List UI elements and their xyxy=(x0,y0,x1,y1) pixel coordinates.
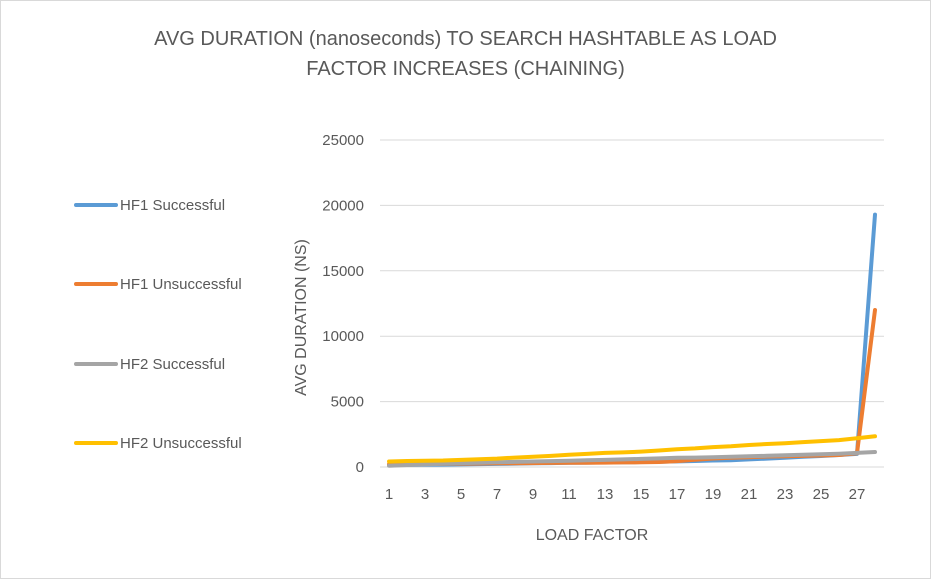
x-tick-label: 13 xyxy=(597,486,614,503)
x-tick-label: 7 xyxy=(493,486,501,503)
chart-title-line-2: FACTOR INCREASES (CHAINING) xyxy=(306,58,625,80)
x-tick-label: 23 xyxy=(777,486,794,503)
y-tick-label: 25000 xyxy=(322,132,364,149)
legend-label-4: HF2 Unsuccessful xyxy=(120,435,242,452)
x-tick-label: 17 xyxy=(669,486,686,503)
legend-label-1: HF1 Successful xyxy=(120,197,225,214)
y-tick-label: 15000 xyxy=(322,263,364,280)
y-axis-title: AVG DURATION (NS) xyxy=(293,239,310,396)
x-tick-label: 21 xyxy=(741,486,758,503)
y-tick-label: 0 xyxy=(356,459,364,476)
chart-title-line-1: AVG DURATION (nanoseconds) TO SEARCH HAS… xyxy=(154,28,777,50)
series-line-hf2-unsuccessful xyxy=(387,434,877,464)
x-tick-label: 27 xyxy=(849,486,866,503)
series-line-hf1-successful xyxy=(387,212,877,467)
x-tick-label: 1 xyxy=(385,486,393,503)
legend-label-2: HF1 Unsuccessful xyxy=(120,276,242,293)
x-tick-label: 19 xyxy=(705,486,722,503)
x-tick-label: 9 xyxy=(529,486,537,503)
x-tick-label: 11 xyxy=(561,486,577,503)
x-axis-title: LOAD FACTOR xyxy=(536,527,649,544)
legend-label-3: HF2 Successful xyxy=(120,356,225,373)
y-tick-label: 20000 xyxy=(322,197,364,214)
chart-title: AVG DURATION (nanoseconds) TO SEARCH HAS… xyxy=(0,24,931,84)
x-tick-label: 25 xyxy=(813,486,830,503)
x-tick-label: 5 xyxy=(457,486,465,503)
x-tick-label: 15 xyxy=(633,486,650,503)
x-tick-label: 3 xyxy=(421,486,429,503)
series-line-hf2-successful xyxy=(387,450,877,468)
y-tick-label: 10000 xyxy=(322,328,364,345)
y-tick-label: 5000 xyxy=(331,394,364,411)
